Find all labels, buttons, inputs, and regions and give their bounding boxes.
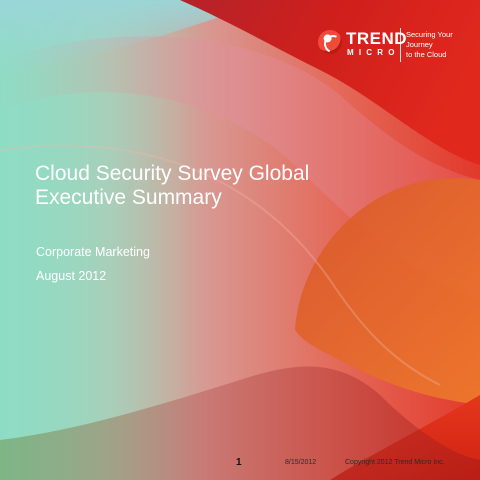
- tagline-line1: Securing Your Journey: [406, 30, 453, 49]
- brand-tagline: Securing Your Journey to the Cloud: [406, 30, 476, 60]
- logo-micro-text: MICRO: [347, 48, 400, 57]
- slide-title: Cloud Security Survey Global Executive S…: [35, 162, 310, 209]
- logo-divider: [400, 28, 401, 62]
- footer-date: 8/15/2012: [285, 459, 317, 466]
- logo-wordmark: TREND MICRO: [346, 30, 407, 58]
- trend-micro-ball-icon: [318, 30, 342, 54]
- footer-copyright: Copyright 2012 Trend Micro Inc.: [345, 459, 445, 466]
- logo-trend-text: TREND: [346, 29, 408, 48]
- trend-micro-logo: TREND MICRO Securing Your Journey to the…: [318, 28, 474, 68]
- slide-department: Corporate Marketing: [36, 245, 150, 259]
- page-number: 1: [236, 457, 242, 468]
- tagline-line2: to the Cloud: [406, 50, 447, 59]
- slide-date: August 2012: [36, 269, 107, 283]
